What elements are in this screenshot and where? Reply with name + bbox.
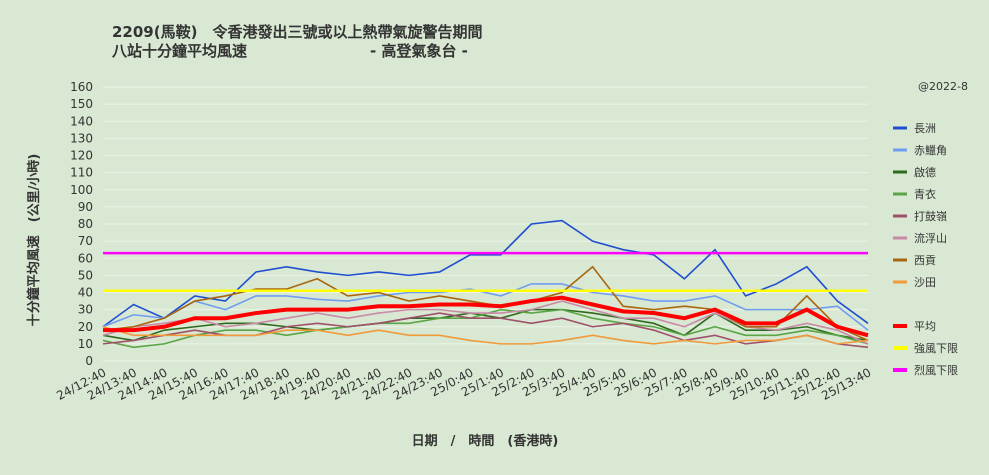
- y-tick-label: 60: [78, 251, 93, 265]
- source: - 高登氣象台 -: [370, 42, 468, 60]
- watermark: @2022-8: [918, 80, 968, 93]
- y-tick-label: 110: [70, 166, 93, 180]
- series-line: [102, 308, 869, 342]
- legend-label: 西貢: [914, 254, 936, 267]
- y-tick-label: 100: [70, 183, 93, 197]
- y-tick-label: 140: [70, 114, 93, 128]
- series-line: [102, 308, 869, 349]
- y-tick-label: 80: [78, 217, 93, 231]
- y-tick-label: 40: [78, 286, 93, 300]
- y-axis-label: 十分鐘平均風速 (公里/小時): [26, 154, 42, 327]
- x-axis-label: 日期 / 時間 (香港時): [412, 433, 559, 449]
- legend-label: 打鼓嶺: [914, 209, 947, 223]
- legend-label: 長洲: [914, 122, 936, 135]
- legend-label: 烈風下限: [914, 363, 958, 377]
- series-line: [102, 219, 869, 328]
- series-line: [103, 295, 869, 338]
- title-line: 2209(馬鞍) 令香港發出三號或以上熱帶氣旋警告期間: [112, 23, 482, 41]
- series-line: [102, 325, 869, 345]
- y-tick-label: 20: [78, 320, 93, 334]
- y-tick-label: 90: [78, 200, 93, 214]
- y-tick-label: 120: [70, 149, 93, 163]
- y-tick-label: 130: [70, 131, 93, 145]
- title-line: 八站十分鐘平均風速: [111, 42, 247, 60]
- y-tick-label: 160: [70, 80, 93, 94]
- y-tick-label: 0: [85, 354, 93, 368]
- legend-label: 流浮山: [914, 231, 947, 245]
- legend-label: 強風下限: [914, 342, 958, 355]
- series-line: [102, 283, 869, 331]
- y-tick-label: 50: [78, 268, 93, 282]
- y-tick-label: 70: [78, 234, 93, 248]
- y-tick-label: 30: [78, 303, 93, 317]
- y-tick-label: 10: [78, 337, 93, 351]
- y-tick-label: 150: [70, 97, 93, 111]
- legend-label: 平均: [914, 320, 936, 333]
- legend-label: 青衣: [914, 187, 936, 201]
- legend-label: 沙田: [914, 276, 936, 289]
- legend-label: 赤鱲角: [914, 144, 947, 157]
- legend-label: 啟德: [914, 165, 936, 179]
